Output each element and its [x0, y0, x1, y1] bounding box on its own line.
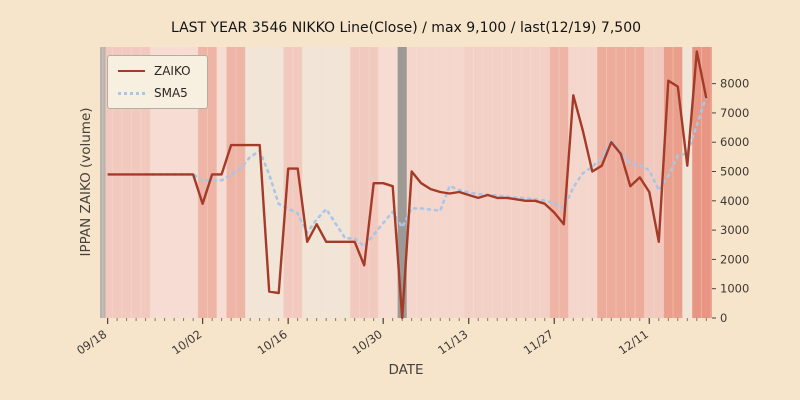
svg-text:6000: 6000 [720, 135, 749, 149]
svg-text:1000: 1000 [720, 282, 749, 296]
svg-text:09/18: 09/18 [74, 327, 109, 357]
x-axis-label: DATE [388, 362, 424, 378]
sma5-line-swatch [118, 91, 145, 95]
svg-text:10/02: 10/02 [169, 327, 204, 357]
svg-text:11/13: 11/13 [435, 327, 470, 357]
zaiko-line-swatch [118, 70, 145, 72]
svg-text:10/16: 10/16 [255, 327, 290, 357]
svg-text:4000: 4000 [720, 194, 749, 208]
svg-text:2000: 2000 [720, 252, 749, 266]
legend: ZAIKO SMA5 [107, 55, 208, 109]
svg-text:3000: 3000 [720, 223, 749, 237]
svg-text:5000: 5000 [720, 165, 749, 179]
legend-item-zaiko: ZAIKO [118, 64, 191, 78]
svg-text:8000: 8000 [720, 77, 749, 91]
svg-text:0: 0 [720, 311, 727, 325]
svg-text:10/30: 10/30 [350, 327, 385, 357]
svg-text:12/11: 12/11 [616, 327, 651, 357]
chart-title: LAST YEAR 3546 NIKKO Line(Close) / max 9… [170, 20, 642, 36]
svg-text:11/27: 11/27 [521, 327, 556, 357]
legend-label-sma5: SMA5 [154, 86, 188, 100]
legend-item-sma5: SMA5 [118, 86, 191, 100]
y-axis-label: IPPAN ZAIKO (volume) [78, 107, 94, 257]
svg-text:7000: 7000 [720, 106, 749, 120]
legend-label-zaiko: ZAIKO [154, 64, 191, 78]
